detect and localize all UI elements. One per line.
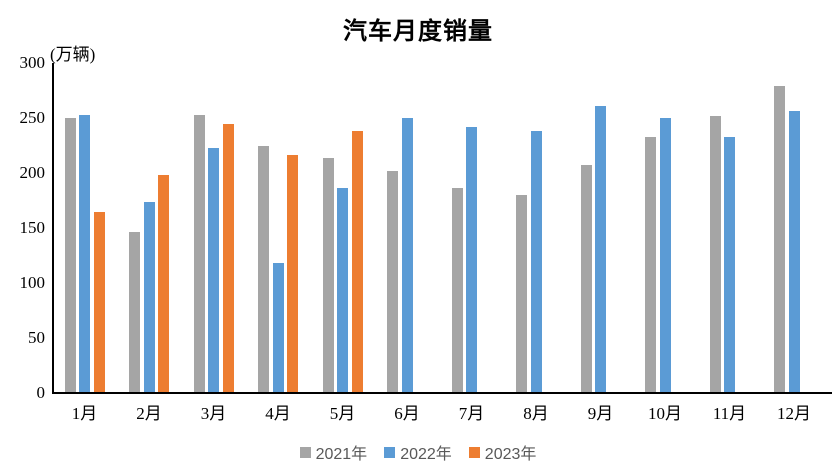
- bar-2023年-1月: [93, 211, 105, 393]
- bar-2021年-1月: [64, 118, 76, 393]
- bar-2022年-4月: [272, 263, 284, 393]
- legend-swatch-icon: [299, 446, 311, 458]
- y-tick-150: 150: [19, 218, 46, 237]
- x-tick-10月: 10月: [648, 404, 682, 423]
- x-tick-8月: 8月: [523, 404, 549, 423]
- legend-item-2021年[interactable]: 2021年: [299, 440, 368, 464]
- x-axis-line: [52, 392, 832, 394]
- bar-2021年-6月: [387, 170, 398, 393]
- bar-2021年-7月: [451, 188, 463, 393]
- bar-2022年-2月: [143, 201, 155, 393]
- bar-2022年-12月: [788, 111, 800, 393]
- x-tick-7月: 7月: [458, 404, 485, 423]
- bar-2022年-1月: [79, 114, 90, 393]
- bar-2021年-4月: [258, 145, 269, 393]
- bar-2021年-11月: [709, 115, 721, 393]
- bar-2021年-5月: [322, 157, 334, 393]
- bar-2022年-5月: [337, 188, 348, 393]
- legend-swatch-icon: [468, 446, 480, 458]
- y-axis-unit-label: (万辆): [50, 45, 96, 64]
- y-tick-200: 200: [19, 163, 46, 182]
- bar-2021年-9月: [580, 165, 592, 393]
- legend-label: 2022年: [400, 446, 452, 463]
- x-tick-1月: 1月: [71, 404, 98, 423]
- x-tick-2月: 2月: [136, 404, 162, 423]
- bar-2023年-4月: [287, 155, 298, 393]
- y-tick-300: 300: [19, 53, 46, 72]
- x-tick-6月: 6月: [394, 404, 420, 423]
- y-tick-100: 100: [19, 273, 46, 292]
- bar-2022年-3月: [208, 147, 219, 393]
- legend-label: 2023年: [484, 446, 537, 463]
- bar-2021年-8月: [516, 195, 527, 393]
- x-tick-5月: 5月: [329, 404, 356, 423]
- x-tick-12月: 12月: [777, 404, 811, 423]
- x-tick-9月: 9月: [587, 404, 614, 423]
- x-tick-11月: 11月: [712, 404, 747, 423]
- bar-2023年-3月: [222, 123, 234, 393]
- x-tick-3月: 3月: [200, 404, 227, 423]
- bar-2022年-11月: [724, 136, 735, 393]
- legend: 2021年 2022年 2023年: [0, 440, 836, 464]
- x-tick-4月: 4月: [265, 404, 291, 423]
- bar-2022年-9月: [595, 105, 606, 393]
- legend-label: 2021年: [315, 446, 368, 463]
- y-tick-0: 0: [36, 383, 46, 402]
- bar-2021年-2月: [129, 232, 140, 393]
- y-axis-line: [52, 63, 54, 394]
- bar-2023年-5月: [351, 131, 363, 393]
- bar-2022年-10月: [659, 118, 671, 393]
- y-tick-250: 250: [19, 108, 46, 127]
- legend-item-2023年[interactable]: 2023年: [468, 440, 537, 464]
- bar-2021年-10月: [645, 136, 656, 393]
- chart-title: 汽车月度销量: [343, 19, 493, 45]
- bar-2022年-7月: [466, 126, 477, 393]
- bar-2021年-12月: [774, 86, 785, 393]
- bar-2021年-3月: [193, 114, 205, 393]
- legend-swatch-icon: [384, 446, 396, 458]
- legend-item-2022年[interactable]: 2022年: [384, 440, 452, 464]
- bar-2022年-6月: [401, 118, 413, 393]
- bar-2022年-8月: [530, 131, 542, 393]
- bar-2023年-2月: [158, 175, 169, 393]
- y-tick-50: 50: [28, 328, 45, 347]
